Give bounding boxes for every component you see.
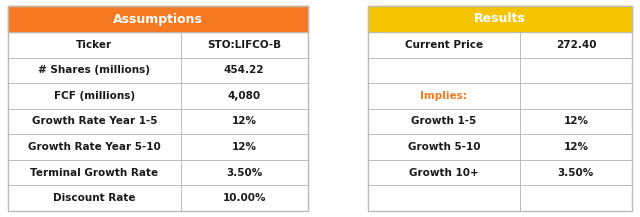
Bar <box>368 58 632 83</box>
Bar <box>368 134 632 160</box>
Text: 12%: 12% <box>232 117 257 127</box>
Text: 3.50%: 3.50% <box>558 168 594 178</box>
Text: Discount Rate: Discount Rate <box>53 193 136 203</box>
Text: Growth Rate Year 5-10: Growth Rate Year 5-10 <box>28 142 161 152</box>
Bar <box>368 83 632 109</box>
Text: Growth 5-10: Growth 5-10 <box>408 142 480 152</box>
Text: 12%: 12% <box>232 142 257 152</box>
Bar <box>8 160 308 186</box>
Bar <box>368 6 632 211</box>
Text: Current Price: Current Price <box>405 40 483 50</box>
Bar <box>368 32 632 58</box>
Text: Growth Rate Year 1-5: Growth Rate Year 1-5 <box>31 117 157 127</box>
Text: Growth 1-5: Growth 1-5 <box>412 117 477 127</box>
Bar <box>368 6 632 32</box>
Text: Growth 10+: Growth 10+ <box>409 168 479 178</box>
Bar <box>368 109 632 134</box>
Text: 4,080: 4,080 <box>228 91 261 101</box>
Text: # Shares (millions): # Shares (millions) <box>38 65 150 75</box>
Text: 12%: 12% <box>563 142 588 152</box>
Bar <box>8 6 308 32</box>
Text: Terminal Growth Rate: Terminal Growth Rate <box>30 168 158 178</box>
Text: 272.40: 272.40 <box>556 40 596 50</box>
Text: Ticker: Ticker <box>76 40 112 50</box>
Bar <box>8 32 308 58</box>
Text: 3.50%: 3.50% <box>226 168 262 178</box>
Text: Results: Results <box>474 13 526 26</box>
Text: Implies:: Implies: <box>420 91 467 101</box>
Bar <box>368 160 632 186</box>
Text: 454.22: 454.22 <box>224 65 264 75</box>
Text: 12%: 12% <box>563 117 588 127</box>
Bar <box>8 109 308 134</box>
Bar <box>8 6 308 211</box>
Text: STO:LIFCO-B: STO:LIFCO-B <box>207 40 282 50</box>
Text: Assumptions: Assumptions <box>113 13 203 26</box>
Bar <box>368 186 632 211</box>
Bar <box>8 83 308 109</box>
Bar <box>8 58 308 83</box>
Bar <box>8 134 308 160</box>
Text: 10.00%: 10.00% <box>223 193 266 203</box>
Bar <box>8 186 308 211</box>
Text: FCF (millions): FCF (millions) <box>54 91 135 101</box>
